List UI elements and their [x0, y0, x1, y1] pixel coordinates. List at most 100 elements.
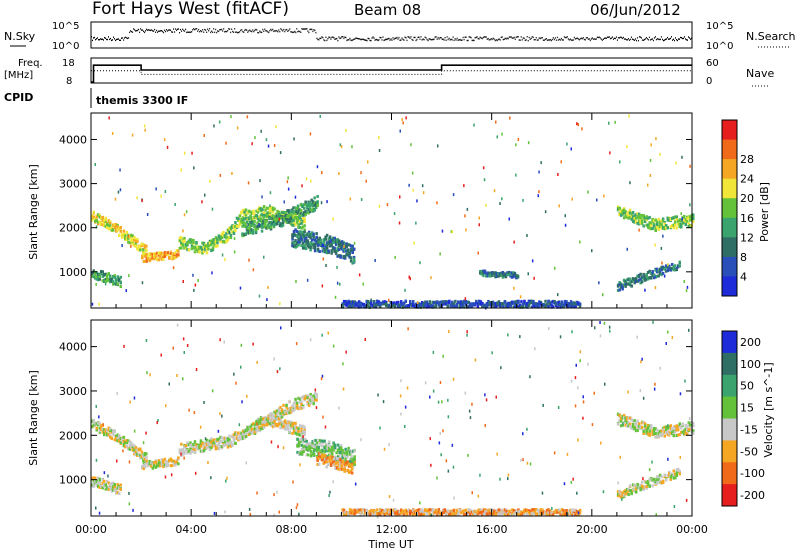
range-gate-cell [625, 424, 629, 428]
range-gate-cell [667, 330, 669, 334]
nsky-point [144, 31, 146, 34]
range-gate-cell [262, 216, 265, 220]
range-gate-cell [252, 431, 255, 435]
nsky-point [344, 36, 346, 38]
nsky-point [609, 37, 611, 40]
range-gate-cell [112, 275, 115, 278]
range-gate-cell [563, 299, 567, 303]
nsky-point [493, 38, 495, 40]
range-gate-cell [183, 213, 186, 217]
range-gate-cell [104, 282, 107, 286]
range-gate-cell [270, 206, 273, 209]
range-gate-cell [598, 281, 600, 285]
nsky-point [345, 36, 347, 39]
range-gate-cell [98, 429, 101, 433]
range-gate-cell [306, 453, 310, 457]
range-gate-cell [681, 219, 684, 223]
range-gate-cell [110, 489, 113, 493]
range-gate-cell [172, 266, 175, 270]
range-gate-cell [377, 513, 380, 517]
range-gate-cell [153, 255, 156, 258]
range-gate-cell [618, 208, 621, 212]
range-gate-cell [262, 423, 266, 427]
range-gate-cell [677, 219, 680, 223]
range-gate-cell [300, 230, 303, 234]
range-gate-cell [211, 248, 215, 252]
range-gate-cell [517, 513, 520, 517]
range-gate-cell [294, 228, 297, 232]
nsky-point [153, 30, 155, 32]
nsky-point [672, 39, 673, 41]
nsky-point [248, 30, 250, 32]
range-gate-cell [250, 423, 254, 427]
range-gate-cell [397, 300, 400, 304]
nsky-point [265, 30, 267, 32]
range-gate-cell [145, 259, 149, 263]
range-gate-cell [283, 219, 286, 223]
range-gate-cell [308, 448, 311, 452]
nsky-point [618, 37, 620, 39]
range-gate-cell [351, 303, 355, 307]
nsky-point [378, 39, 380, 41]
range-gate-cell [464, 214, 466, 218]
nsky-point [338, 36, 340, 38]
range-gate-cell [668, 425, 671, 429]
range-gate-cell [111, 132, 114, 135]
range-gate-cell [487, 512, 490, 516]
range-gate-cell [343, 245, 345, 248]
range-gate-cell [306, 447, 310, 451]
range-gate-cell [663, 434, 666, 438]
range-gate-cell [437, 301, 441, 305]
nsky-point [152, 30, 154, 32]
nsky-point [252, 29, 254, 31]
range-gate-cell [343, 467, 346, 471]
range-gate-cell [281, 217, 285, 221]
range-gate-cell [97, 272, 100, 276]
nsky-point [146, 28, 148, 31]
nsky-point [260, 31, 262, 33]
range-gate-cell [231, 434, 234, 438]
nsky-point [462, 36, 464, 39]
range-gate-cell [351, 261, 354, 265]
range-gate-cell [268, 206, 272, 210]
range-gate-cell [308, 442, 311, 445]
range-gate-cell [684, 219, 687, 223]
range-gate-cell [299, 209, 303, 213]
range-gate-cell [397, 305, 400, 309]
range-gate-cell [643, 220, 647, 223]
range-gate-cell [538, 512, 541, 516]
nsky-point [601, 39, 603, 41]
range-gate-cell [404, 508, 407, 512]
range-gate-cell [317, 452, 321, 456]
range-gate-cell [125, 238, 129, 241]
nsky-point [229, 28, 231, 30]
range-gate-cell [334, 462, 337, 466]
range-gate-cell [222, 240, 225, 244]
range-gate-cell [526, 301, 529, 305]
range-gate-cell [424, 381, 427, 385]
colorbar-segment [722, 120, 737, 141]
range-gate-cell [376, 301, 379, 305]
range-gate-cell [172, 462, 176, 466]
range-gate-cell [637, 222, 641, 226]
range-gate-cell [520, 510, 523, 514]
range-gate-cell [240, 435, 243, 439]
nave-label: Nave [746, 67, 774, 80]
range-gate-cell [407, 508, 410, 512]
range-gate-cell [202, 246, 206, 249]
range-gate-cell [287, 176, 289, 180]
nsky-point [455, 39, 457, 41]
nsky-point [523, 37, 525, 39]
range-gate-cell [338, 461, 342, 465]
range-gate-cell [186, 248, 189, 252]
range-gate-cell [339, 242, 342, 246]
range-gate-cell [113, 434, 116, 438]
range-gate-cell [112, 282, 115, 286]
range-gate-cell [326, 463, 330, 467]
range-gate-cell [261, 420, 264, 424]
range-gate-cell [301, 235, 305, 239]
range-gate-cell [624, 419, 627, 423]
range-gate-cell [92, 423, 95, 427]
nsky-point [410, 36, 412, 38]
range-gate-cell [518, 509, 522, 513]
